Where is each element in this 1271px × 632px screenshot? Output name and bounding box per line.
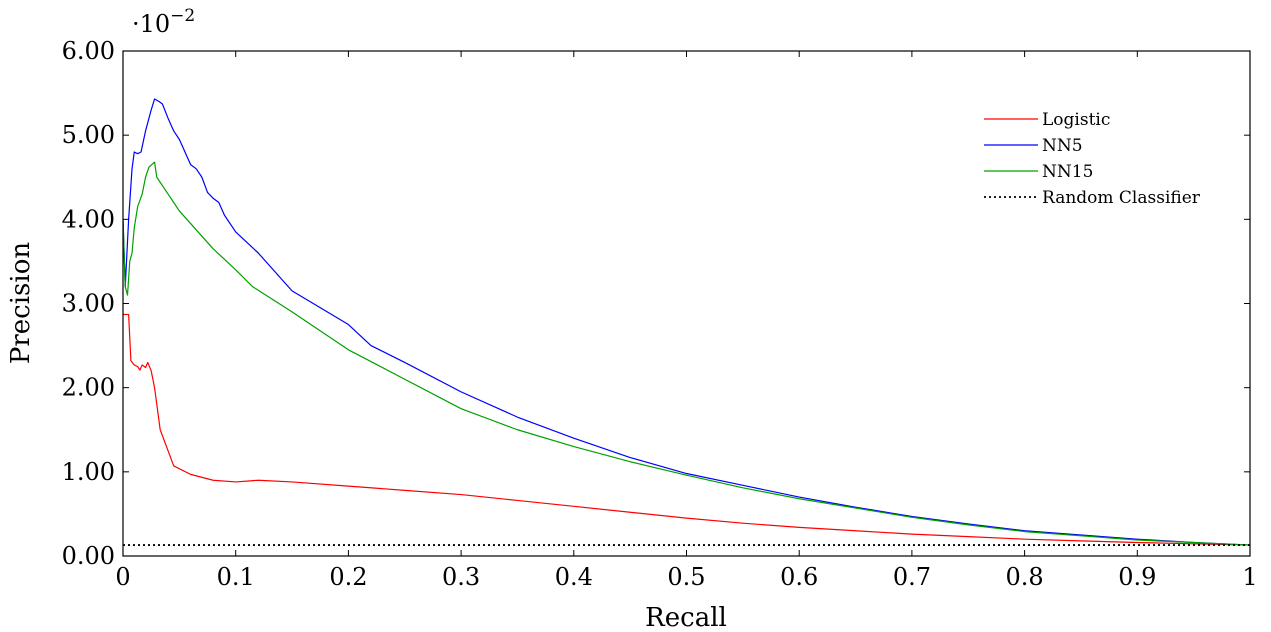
x-axis-title: Recall — [645, 603, 727, 632]
y-tick-label: 2.00 — [62, 374, 115, 402]
y-tick-label: 5.00 — [62, 121, 115, 149]
y-axis-multiplier: ·10−2 — [132, 6, 195, 38]
series-line-nn15 — [123, 161, 1250, 546]
ticks-layer — [122, 50, 1251, 557]
series-line-nn5 — [123, 98, 1250, 546]
x-tick-label: 0.1 — [217, 563, 255, 591]
legend: Logistic NN5 NN15 Random Classifier — [958, 101, 1226, 215]
legend-label: Logistic — [1042, 110, 1110, 130]
x-tick-label: 0.3 — [442, 563, 480, 591]
y-axis-multiplier-base: ·10 — [132, 10, 170, 38]
x-tick-label: 0.8 — [1006, 563, 1044, 591]
legend-label: NN5 — [1042, 136, 1083, 156]
series-layer — [123, 98, 1250, 546]
legend-label: NN15 — [1042, 162, 1093, 182]
x-tick-label: 0.5 — [667, 563, 705, 591]
y-tick-label: 1.00 — [62, 458, 115, 486]
x-tick-label: 0.6 — [780, 563, 818, 591]
x-tick-label: 0.4 — [555, 563, 593, 591]
x-tick-label: 0.2 — [329, 563, 367, 591]
y-axis-title: Precision — [6, 242, 36, 364]
y-axis-multiplier-exponent: −2 — [170, 6, 195, 26]
tick-labels-layer: 0 0.1 0.2 0.3 0.4 0.5 0.6 0.7 0.8 0.9 1 0.00 1.00 2.0… — [62, 37, 1258, 591]
y-tick-label: 6.00 — [62, 37, 115, 65]
x-tick-label: 0 — [115, 563, 130, 591]
x-tick-label: 0.7 — [893, 563, 931, 591]
x-tick-label: 0.9 — [1118, 563, 1156, 591]
y-tick-label: 4.00 — [62, 205, 115, 233]
legend-box — [958, 101, 1226, 215]
legend-label: Random Classifier — [1042, 188, 1201, 208]
x-tick-label: 1 — [1242, 563, 1257, 591]
y-tick-label: 3.00 — [62, 290, 115, 318]
series-line-logistic — [123, 313, 1250, 546]
y-tick-label: 0.00 — [62, 542, 115, 570]
